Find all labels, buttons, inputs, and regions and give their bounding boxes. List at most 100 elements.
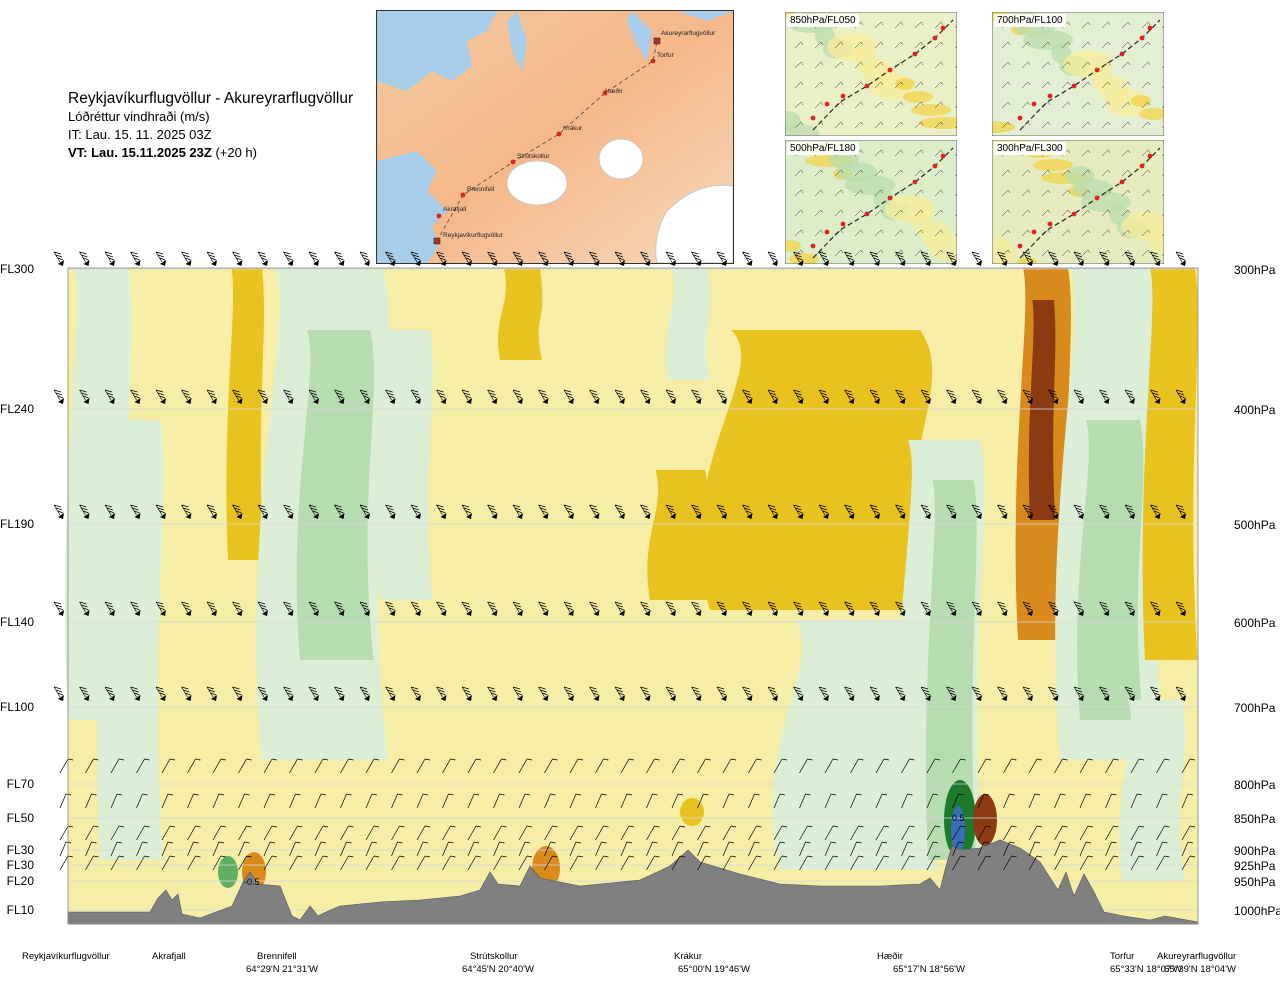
wind-barb [391,855,405,871]
sink-region [1142,268,1198,660]
fl-label: FL190 [0,517,35,531]
wind-barb [1105,825,1119,841]
mini-map-station [1071,83,1077,89]
wind-barb [640,251,650,263]
mini-map-barb [894,81,904,89]
wind-barb [869,251,880,263]
wind-barb-flag [466,513,472,519]
wind-barb [844,601,854,613]
mini-map-barb [934,169,944,177]
wind-barb-flag [491,513,498,519]
map-station-marker [510,159,516,165]
wind-barb [314,825,329,841]
wind-barb [340,841,352,857]
mini-map-station [1094,67,1100,73]
wind-barb [512,504,523,516]
contour-label-max: 0.5 [952,813,965,823]
wind-barb [518,841,531,857]
wind-barb-flag [874,260,880,266]
mini-map-barb [894,41,904,49]
mini-map-station [824,101,830,107]
wind-barb [53,389,64,401]
wind-barb-flag [721,610,727,616]
wind-barb [767,686,778,698]
wind-barb-flag [1001,260,1008,266]
wind-barb [895,686,905,698]
wind-barb [1150,251,1160,263]
wind-barb-flag [1154,260,1161,266]
wind-barb [620,841,633,857]
wind-barb [410,389,421,401]
wind-barb-flag [389,695,396,701]
wind-barb [569,825,584,841]
wind-barb-flag [746,398,753,404]
sink-region [498,268,543,360]
wind-barb-flag [1129,610,1135,616]
wind-barb [563,389,574,401]
wind-barb [946,389,956,401]
wind-barb [1150,389,1160,401]
wind-barb [793,389,803,401]
wind-barb [691,389,701,401]
map-airport-marker [433,237,441,245]
mini-map-barb [1001,41,1011,49]
wind-barbs [53,251,1196,871]
mini-map-station [810,115,816,121]
wind-barb-flag [619,398,625,404]
wind-barb-flag [211,260,217,266]
chart-title-block: Reykjavíkurflugvöllur - Akureyrarflugvöl… [68,90,353,162]
mini-map-barb [814,61,824,69]
wind-barb [640,686,650,698]
mini-map-barb [814,209,824,217]
wind-barb [946,601,956,613]
wind-barb-flag [772,610,778,616]
wind-barb-flag [721,513,727,519]
wind-barb [79,686,89,698]
mini-map-barb [1061,81,1071,89]
wind-barb [665,686,676,698]
wind-barb [875,825,890,841]
wind-barb-flag [364,513,370,519]
wind-barb [1073,601,1084,613]
wind-barb [238,841,250,857]
wind-barb-flag [1001,610,1008,616]
wind-barb [952,758,966,774]
wind-barb [263,793,276,809]
wind-barb [1028,855,1043,871]
wind-barb [665,601,676,613]
wind-barb-flag [262,513,268,519]
wind-barb-flag [211,610,217,616]
rise-region [666,268,711,380]
mini-map-barb [1021,121,1031,129]
wind-barb [442,758,456,774]
fl-label: FL30 [6,843,34,857]
map-station-label: Reykjavíkurflugvöllur [443,232,504,239]
wind-barb [997,251,1007,263]
wind-barb [920,504,931,516]
mini-map-barb [1021,61,1031,69]
wind-barb [181,686,191,698]
wind-barb [1048,601,1058,613]
fl-label: FL300 [0,262,35,276]
mini-map-barb [1021,189,1031,197]
wind-barb [416,758,431,774]
wind-barb [136,841,148,857]
mini-map-barb [814,81,824,89]
map-station-marker [650,58,656,64]
mini-map-barb [1141,149,1151,157]
wind-barb-flag [440,610,447,616]
mini-map-barb [1121,169,1131,177]
wind-barb-flag [58,513,64,519]
wind-barb [589,504,599,516]
wind-barb [595,841,607,857]
wind-barb [971,251,982,263]
wind-barb-flag [466,398,472,404]
mini-map-barb [1041,229,1051,237]
wind-barb-flag [874,398,880,404]
wind-barb [155,504,166,516]
wind-barb-flag [134,695,141,701]
wind-barb [314,841,327,857]
mini-map-barb [934,189,944,197]
wind-barb-flag [415,513,421,519]
wind-barb-flag [1001,695,1008,701]
